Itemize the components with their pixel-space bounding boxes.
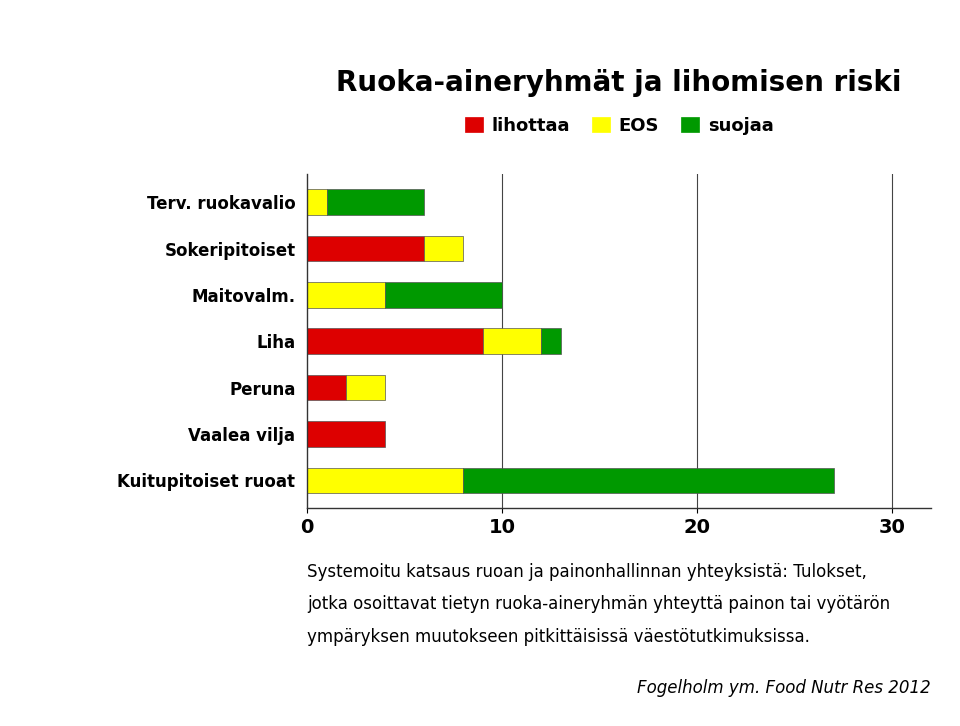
Bar <box>307 328 483 354</box>
Bar <box>307 282 385 308</box>
Legend: lihottaa, EOS, suojaa: lihottaa, EOS, suojaa <box>457 110 781 142</box>
Bar <box>483 328 541 354</box>
Bar <box>307 236 424 261</box>
Bar <box>307 189 326 215</box>
Bar <box>307 421 385 446</box>
Text: Systemoitu katsaus ruoan ja painonhallinnan yhteyksistä: Tulokset,: Systemoitu katsaus ruoan ja painonhallin… <box>307 563 867 581</box>
Bar <box>347 375 385 400</box>
Bar <box>385 282 502 308</box>
Bar <box>307 375 347 400</box>
Title: Ruoka-aineryhmät ja lihomisen riski: Ruoka-aineryhmät ja lihomisen riski <box>336 69 902 97</box>
Bar <box>326 189 424 215</box>
Text: ympäryksen muutokseen pitkittäisissä väestötutkimuksissa.: ympäryksen muutokseen pitkittäisissä väe… <box>307 628 810 646</box>
Text: Fogelholm ym. Food Nutr Res 2012: Fogelholm ym. Food Nutr Res 2012 <box>637 679 931 697</box>
Bar <box>463 468 833 493</box>
Text: jotka osoittavat tietyn ruoka-aineryhmän yhteyttä painon tai vyötärön: jotka osoittavat tietyn ruoka-aineryhmän… <box>307 595 890 613</box>
Bar <box>307 468 463 493</box>
Bar <box>541 328 561 354</box>
Bar <box>424 236 463 261</box>
